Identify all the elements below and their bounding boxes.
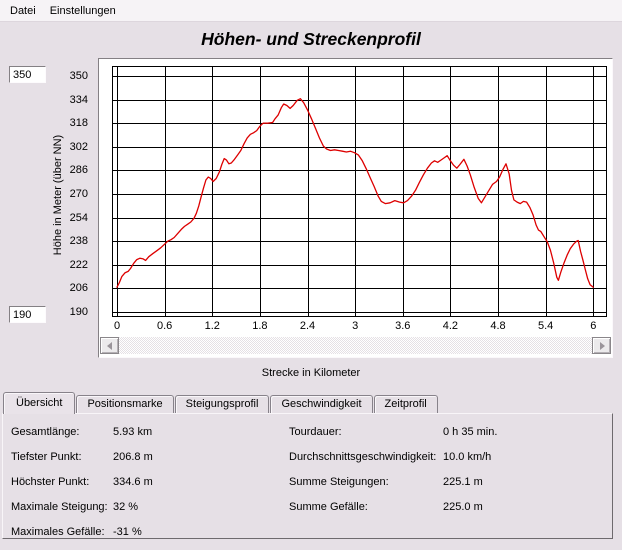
menu-item-datei[interactable]: Datei [10,4,36,17]
stat-value-summe-gef-lle: 225.0 m [443,501,483,513]
y-tick-label: 238 [69,235,88,248]
arrow-left-icon [106,341,112,350]
y-tick-label: 350 [69,70,88,82]
y-tick-label: 206 [69,282,88,295]
tab-zeitprofil[interactable]: Zeitprofil [373,395,438,413]
y-tick-label: 190 [69,306,88,318]
x-tick-label: 4.8 [490,320,506,332]
x-tick-label: 5.4 [538,320,554,332]
scroll-right-button[interactable] [592,337,611,354]
x-tick-label: 6 [590,320,597,332]
x-tick-label: 3.6 [395,320,411,332]
tab-page-uebersicht: Gesamtlänge: 5.93 km Tiefster Punkt: 206.8 … [2,413,613,539]
horizontal-scrollbar[interactable] [100,337,611,354]
tab-bar: Übersicht Positionsmarke Steigungsprofil Ge… [3,392,439,414]
tab-geschwindigkeit[interactable]: Geschwindigkeit [270,395,373,413]
elevation-profile-chart [112,66,607,317]
x-tick-label: 1.8 [252,320,268,332]
y-tick-label: 270 [69,188,88,200]
scrollbar-track[interactable] [119,337,592,354]
stat-label-tiefster-punkt: Tiefster Punkt: [11,451,82,463]
stat-label-maximale-steigung: Maximale Steigung: [11,501,108,513]
menu-item-einstellungen[interactable]: Einstellungen [49,4,116,17]
x-tick-label: 2.4 [299,320,316,332]
stat-label-tourdauer: Tourdauer: [289,426,342,438]
menu-bar: Datei Einstellungen [0,0,622,22]
stat-value-gesamtl-nge: 5.93 km [113,426,153,438]
y-tick-label: 334 [69,93,88,106]
stat-value-summe-steigungen: 225.1 m [443,476,483,488]
scroll-left-button[interactable] [100,337,119,354]
x-tick-label: 0.6 [156,320,173,332]
y-max-input[interactable] [9,66,46,83]
y-tick-label: 318 [69,117,88,130]
stat-label-summe-gef-lle: Summe Gefälle: [289,501,368,513]
stat-value-h-chster-punkt: 334.6 m [113,476,153,488]
x-tick-label: 0 [113,320,121,332]
y-tick-label: 254 [69,211,88,224]
stat-value-tourdauer: 0 h 35 min. [443,426,498,438]
y-tick-label: 302 [69,140,88,153]
x-tick-label: 1.2 [204,320,220,332]
stat-value-tiefster-punkt: 206.8 m [113,451,153,463]
stat-label-gesamtl-nge: Gesamtlänge: [11,426,80,438]
y-tick-label: 222 [69,258,88,271]
stat-label-summe-steigungen: Summe Steigungen: [289,476,389,488]
stat-label-h-chster-punkt: Höchster Punkt: [11,476,90,488]
stat-value-maximale-steigung: 32 % [113,501,139,513]
tab-positionsmarke[interactable]: Positionsmarke [76,395,174,413]
chart-panel: 0 0.6 1.2 1.8 2.4 3 3.6 4.2 4.8 5.4 6 [98,58,613,358]
stat-label-maximales-gef-lle: Maximales Gefälle: [11,526,105,538]
tab-bersicht[interactable]: Übersicht [3,392,76,414]
plot-frame [112,66,607,317]
y-tick-label: 286 [69,164,88,177]
stat-label-durchschnittsgeschwindigkeit: Durchschnittsgeschwindigkeit: [289,451,437,463]
x-tick-label: 4.2 [442,320,459,332]
stat-value-durchschnittsgeschwindigkeit: 10.0 km/h [443,451,492,463]
x-axis-title: Strecke in Kilometer [261,367,361,379]
page-title: Höhen- und Streckenprofil [201,29,421,49]
y-min-input[interactable] [9,306,46,323]
x-tick-label: 3 [352,320,359,332]
tab-steigungsprofil[interactable]: Steigungsprofil [174,395,270,413]
stat-value-maximales-gef-lle: -31 % [113,526,142,538]
elevation-line [116,98,594,288]
arrow-right-icon [599,341,605,350]
